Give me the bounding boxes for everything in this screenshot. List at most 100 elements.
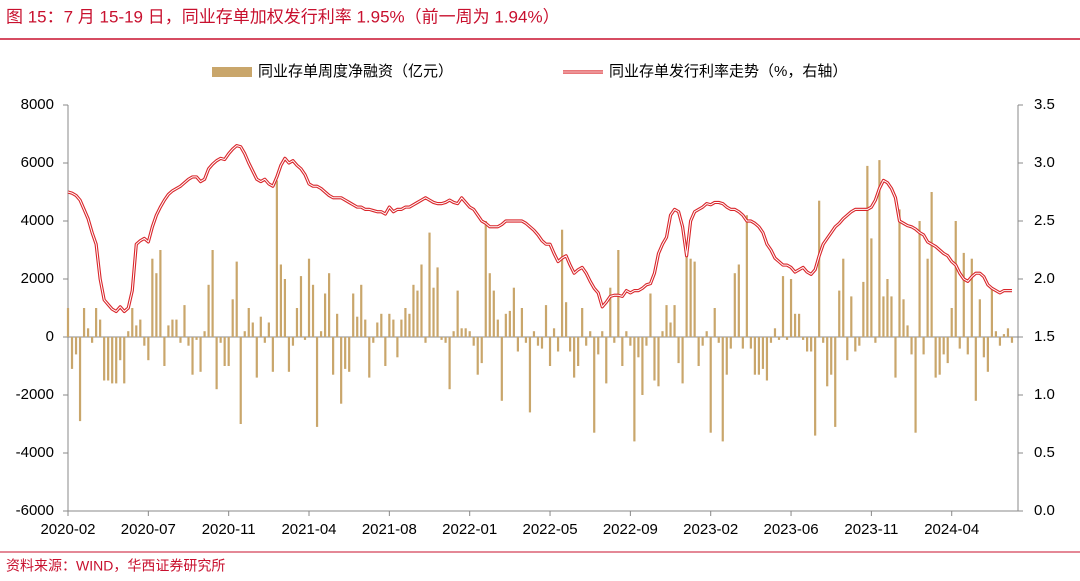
bar: [267, 322, 270, 337]
bar: [195, 337, 198, 340]
bar: [95, 308, 98, 337]
bar: [251, 322, 254, 337]
bar: [818, 200, 821, 337]
bar: [215, 337, 218, 390]
bar: [464, 328, 467, 337]
bar: [934, 337, 937, 378]
bar: [356, 316, 359, 337]
bar: [103, 337, 106, 381]
bar: [898, 209, 901, 337]
bar: [327, 273, 331, 337]
bar: [420, 264, 423, 337]
bar: [962, 252, 965, 337]
bar: [536, 337, 540, 346]
bar: [259, 316, 262, 337]
bar: [569, 337, 572, 352]
bar: [850, 296, 853, 337]
bar: [777, 337, 781, 340]
bar: [388, 313, 391, 337]
bar: [797, 313, 801, 337]
bar: [380, 313, 383, 337]
bar: [488, 273, 491, 337]
bar: [733, 273, 736, 337]
bar: [685, 255, 688, 337]
bar: [1010, 337, 1014, 343]
y-tick-label: -2000: [16, 386, 54, 403]
bar: [167, 325, 170, 337]
bar: [520, 308, 524, 337]
bar: [199, 337, 202, 372]
bar: [761, 337, 765, 369]
bar: [183, 305, 186, 337]
bar: [709, 337, 712, 433]
bar: [323, 293, 327, 337]
bar: [263, 337, 266, 343]
bar: [577, 337, 580, 366]
bar: [344, 337, 347, 369]
bar: [834, 337, 837, 427]
bar: [882, 296, 885, 337]
bar: [78, 337, 82, 422]
bar: [954, 221, 957, 337]
bar: [428, 232, 431, 337]
bar: [127, 331, 130, 337]
bar: [810, 337, 813, 352]
x-tick-label: 2021-04: [281, 521, 336, 538]
bar: [673, 305, 676, 337]
bar: [123, 337, 126, 384]
y-tick-label: 0: [46, 328, 54, 345]
bar: [665, 305, 668, 337]
bar: [516, 337, 519, 352]
bar: [998, 337, 1002, 346]
y2-tick-label: 0.0: [1034, 502, 1055, 519]
bar: [131, 308, 134, 337]
bar: [789, 279, 793, 337]
bar: [372, 337, 375, 343]
bar: [645, 337, 648, 346]
bar: [681, 337, 684, 384]
bar: [1002, 334, 1006, 337]
bar: [476, 337, 479, 375]
x-tick-label: 2022-05: [522, 521, 577, 538]
bar: [621, 337, 624, 366]
bar: [139, 319, 142, 337]
y2-tick-label: 3.0: [1034, 154, 1055, 171]
bar: [793, 313, 797, 337]
bar: [364, 319, 367, 337]
x-tick-label: 2023-02: [683, 521, 738, 538]
bar: [910, 337, 913, 355]
bar: [396, 337, 399, 358]
bar: [842, 258, 845, 337]
bar: [741, 337, 744, 349]
bar: [400, 319, 403, 337]
y2-tick-label: 1.5: [1034, 328, 1055, 345]
bar: [70, 337, 74, 369]
bar: [918, 221, 921, 337]
bar: [585, 337, 588, 346]
bar: [500, 337, 503, 401]
bar: [713, 308, 716, 337]
bar: [143, 337, 146, 346]
bar: [866, 165, 869, 337]
bar: [219, 337, 222, 343]
bar: [307, 258, 311, 337]
bar: [163, 337, 166, 366]
y2-tick-label: 0.5: [1034, 444, 1055, 461]
bar: [846, 337, 849, 361]
bar: [938, 337, 941, 375]
legend-swatch: [212, 67, 252, 77]
bar: [637, 337, 640, 358]
bar: [203, 331, 206, 337]
bar: [191, 337, 194, 375]
bar: [291, 337, 295, 346]
bar: [528, 337, 532, 413]
bar: [564, 302, 568, 337]
bar: [91, 337, 94, 343]
x-tick-label: 2022-09: [603, 521, 658, 538]
bar: [404, 308, 407, 337]
bar: [1006, 328, 1010, 337]
bar: [697, 337, 700, 366]
bar: [765, 337, 769, 381]
bar: [271, 337, 274, 372]
bar: [653, 337, 656, 381]
